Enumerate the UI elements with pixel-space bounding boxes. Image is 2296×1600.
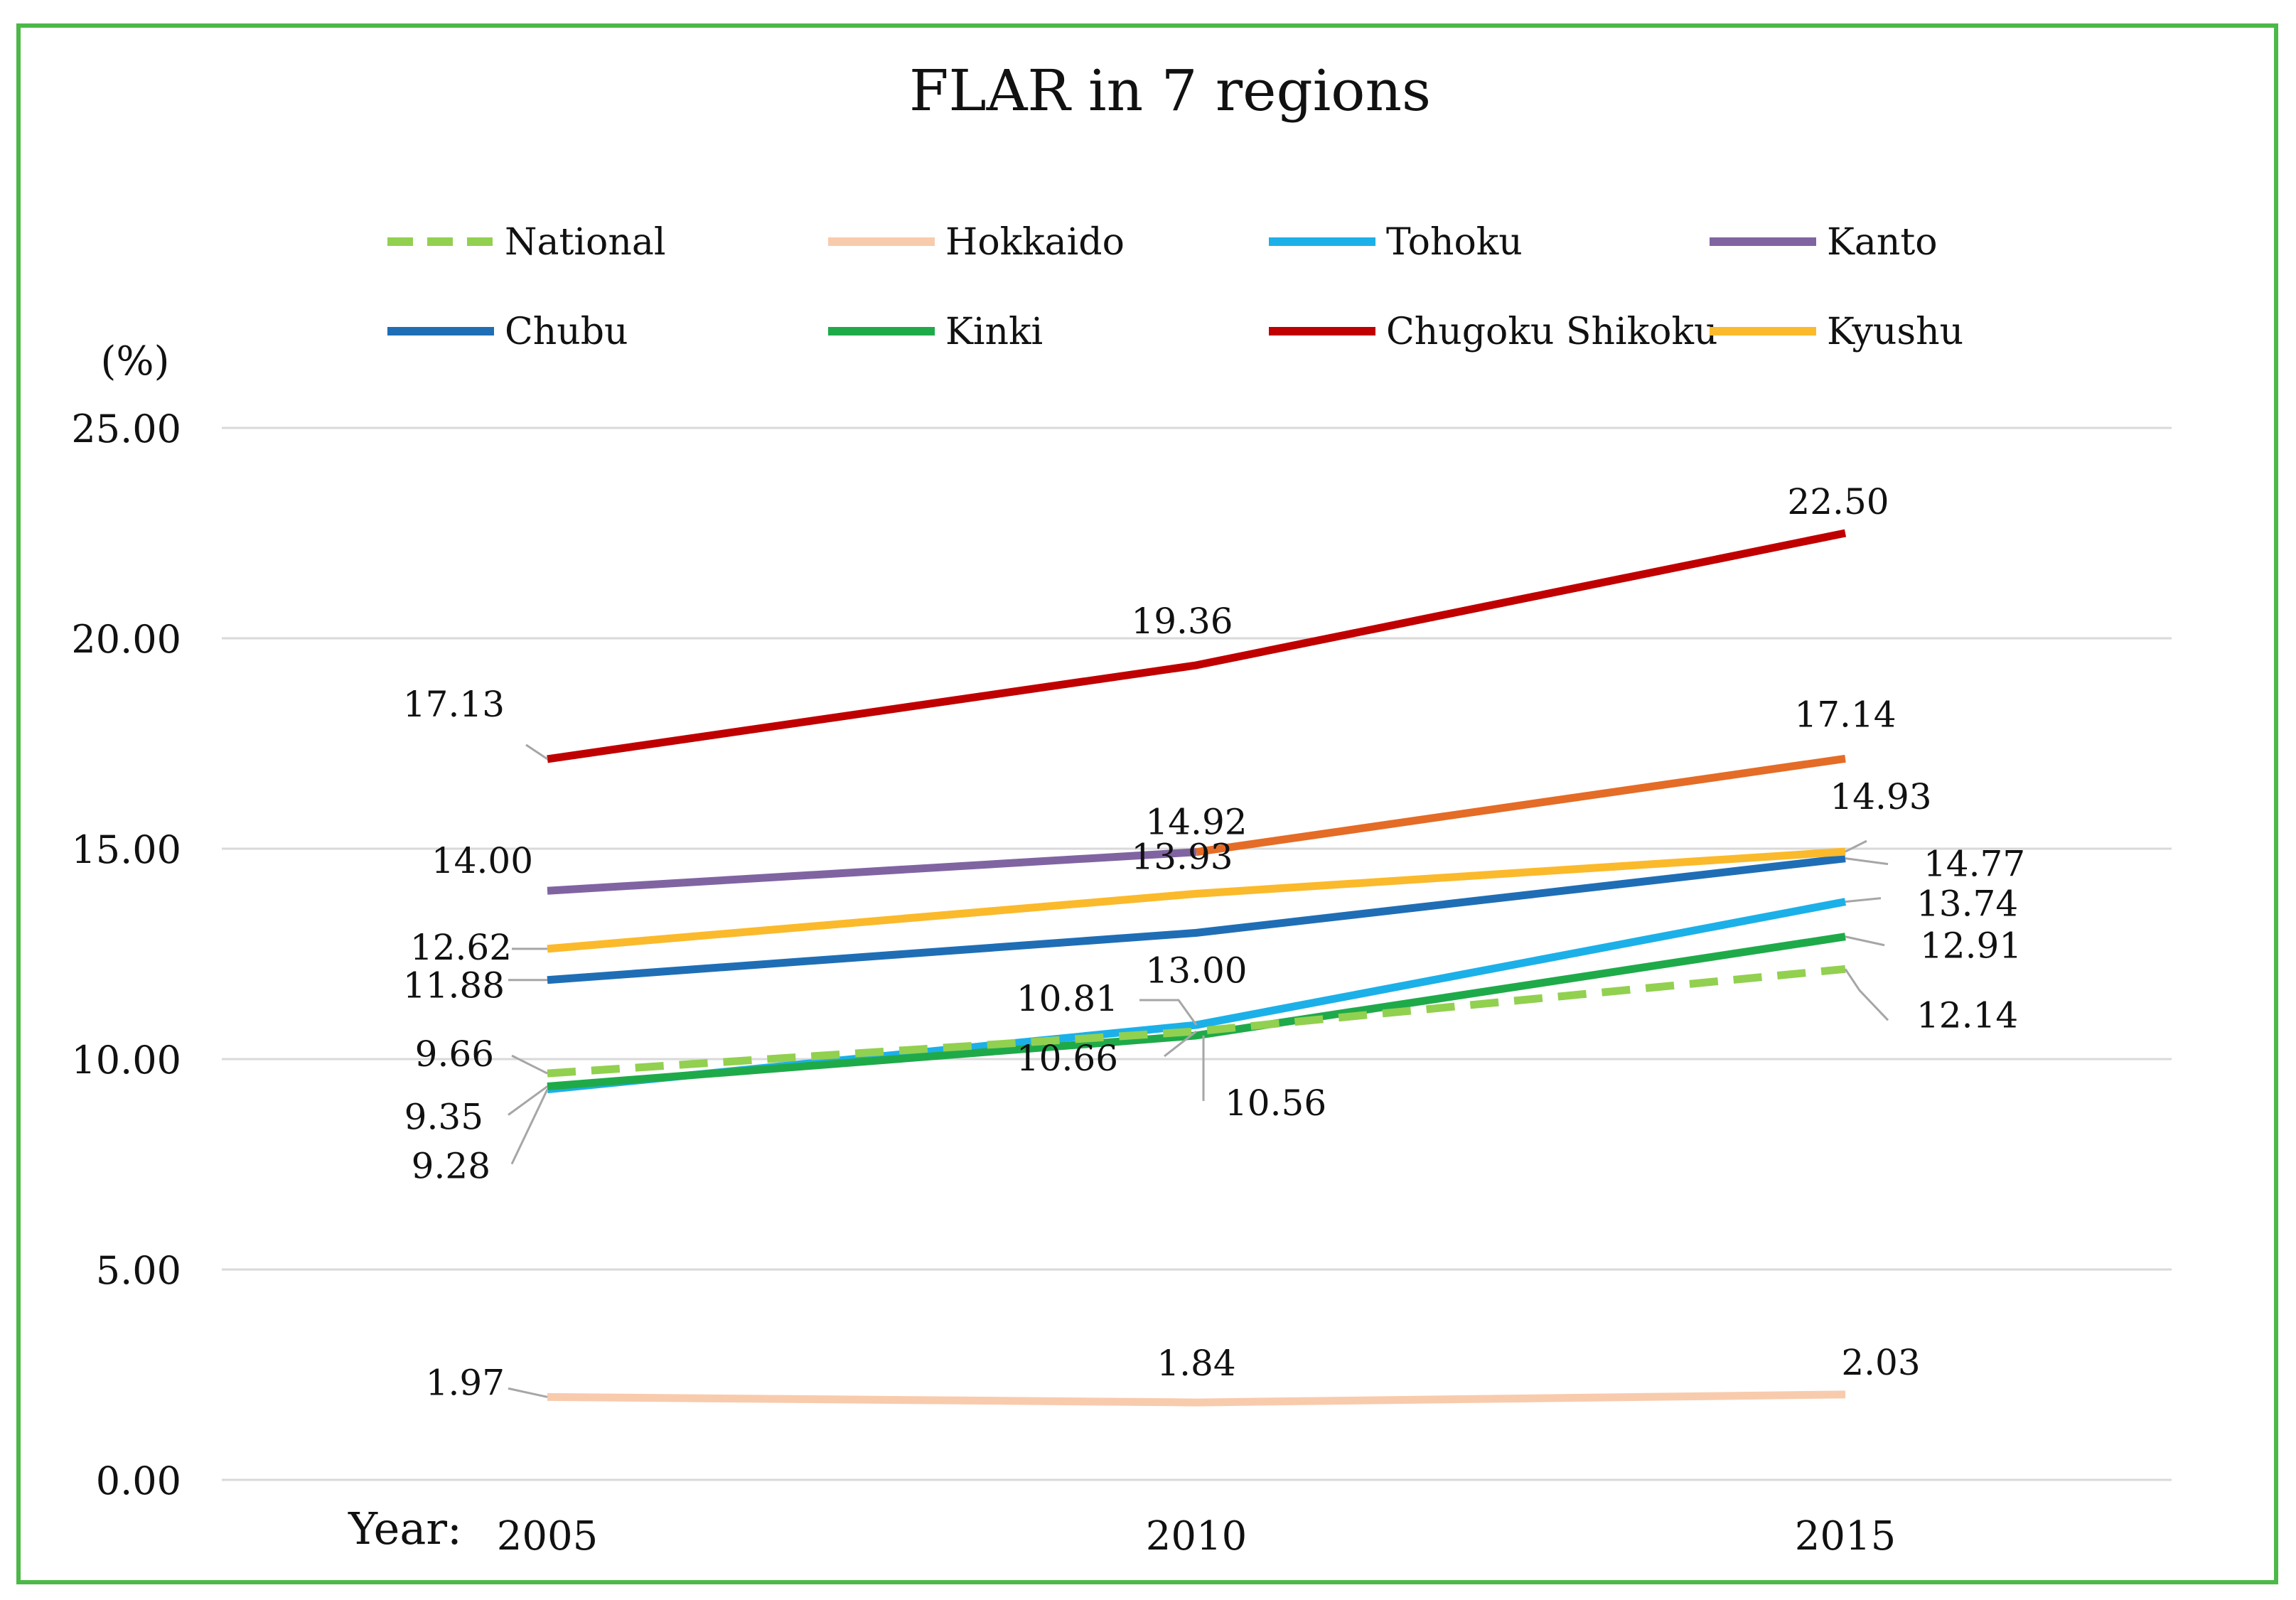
legend-label: Tohoku [1386, 221, 1523, 264]
data-label-chugoku-shikoku: 17.13 [403, 684, 505, 725]
data-label-chubu: 14.77 [1924, 844, 2025, 885]
leader-line [1139, 999, 1198, 1026]
chart-border [16, 23, 2278, 1584]
data-label-kanto: 14.92 [1145, 802, 1247, 843]
y-axis-label: (%) [101, 338, 170, 385]
y-tick-labels: 0.00 5.00 10.00 15.00 20.00 25.00 [71, 407, 181, 1503]
series-line-kinki [547, 933, 1846, 1090]
data-label-hokkaido: 2.03 [1841, 1342, 1920, 1383]
legend-label: Kanto [1827, 221, 1938, 264]
data-label-chugoku-shikoku: 19.36 [1131, 601, 1233, 642]
leader-line [1844, 968, 1889, 1021]
data-label-tohoku: 13.74 [1916, 884, 2018, 925]
y-tick-label: 15.00 [71, 827, 181, 872]
legend-label: Kinki [945, 311, 1043, 353]
data-label-kyushu: 14.93 [1830, 776, 1931, 817]
y-tick-label: 0.00 [96, 1459, 181, 1503]
leader-line [1164, 1030, 1197, 1058]
x-tick-labels: 2005 2010 2015 [497, 1513, 1897, 1559]
series-line-hokkaido [547, 1390, 1846, 1407]
data-label-kyushu: 13.93 [1131, 836, 1233, 877]
data-label-kinki: 12.91 [1920, 925, 2022, 967]
series-line-national [547, 965, 1846, 1078]
data-label-national: 9.66 [415, 1033, 494, 1075]
data-label-kinki: 10.56 [1225, 1083, 1326, 1124]
leader-line [510, 1088, 549, 1165]
series-line-kyushu [547, 847, 1846, 953]
x-tick-label: 2005 [497, 1513, 599, 1559]
data-label-kanto: 17.14 [1794, 694, 1896, 735]
data-label-chubu: 11.88 [403, 965, 505, 1006]
data-label-national: 12.14 [1916, 994, 2018, 1036]
leader-line [1845, 897, 1882, 903]
data-labels: 9.66 10.66 12.14 1.97 1.84 2.03 9.28 10.81 13.74… [403, 481, 2025, 1403]
data-label-hokkaido: 1.84 [1157, 1343, 1235, 1384]
series-line-kanto-segment-1 [547, 848, 1197, 895]
series-line-chubu [547, 854, 1846, 984]
x-tick-label: 2015 [1795, 1513, 1897, 1559]
leader-line [1845, 857, 1889, 866]
series-line-kanto-segment-2 [1196, 754, 1846, 857]
data-label-national: 10.66 [1016, 1038, 1118, 1079]
data-label-chugoku-shikoku: 22.50 [1787, 481, 1889, 522]
gridlines [222, 426, 2172, 1481]
chart-title: FLAR in 7 regions [909, 58, 1431, 124]
data-label-chubu: 13.00 [1145, 950, 1247, 991]
leader-line [525, 743, 548, 761]
leader-line [508, 1085, 548, 1116]
data-label-kinki: 9.35 [404, 1096, 483, 1137]
leader-line [1845, 839, 1867, 853]
data-label-kanto: 14.00 [431, 840, 533, 881]
x-axis-label: Year: [348, 1503, 462, 1555]
legend: National Hokkaido Tohoku Kanto Chubu Kinki Chu… [387, 221, 1963, 353]
legend-label: Hokkaido [945, 221, 1125, 264]
series-line-chugoku-shikoku [547, 529, 1847, 763]
data-label-hokkaido: 1.97 [426, 1362, 505, 1403]
data-label-tohoku: 10.81 [1016, 978, 1118, 1019]
data-label-kyushu: 12.62 [410, 927, 512, 968]
x-tick-label: 2010 [1146, 1513, 1248, 1559]
legend-label: Chubu [505, 311, 628, 353]
y-tick-label: 25.00 [71, 407, 181, 451]
leader-line [1845, 935, 1885, 947]
leader-line [508, 1387, 548, 1398]
y-tick-label: 20.00 [71, 617, 181, 662]
legend-label: Kyushu [1827, 311, 1963, 353]
legend-label: National [505, 221, 665, 264]
legend-label: Chugoku Shikoku [1386, 311, 1717, 353]
data-label-tohoku: 9.28 [412, 1146, 490, 1187]
y-tick-label: 10.00 [71, 1038, 181, 1083]
y-tick-label: 5.00 [96, 1248, 181, 1293]
leader-line [511, 1054, 548, 1075]
